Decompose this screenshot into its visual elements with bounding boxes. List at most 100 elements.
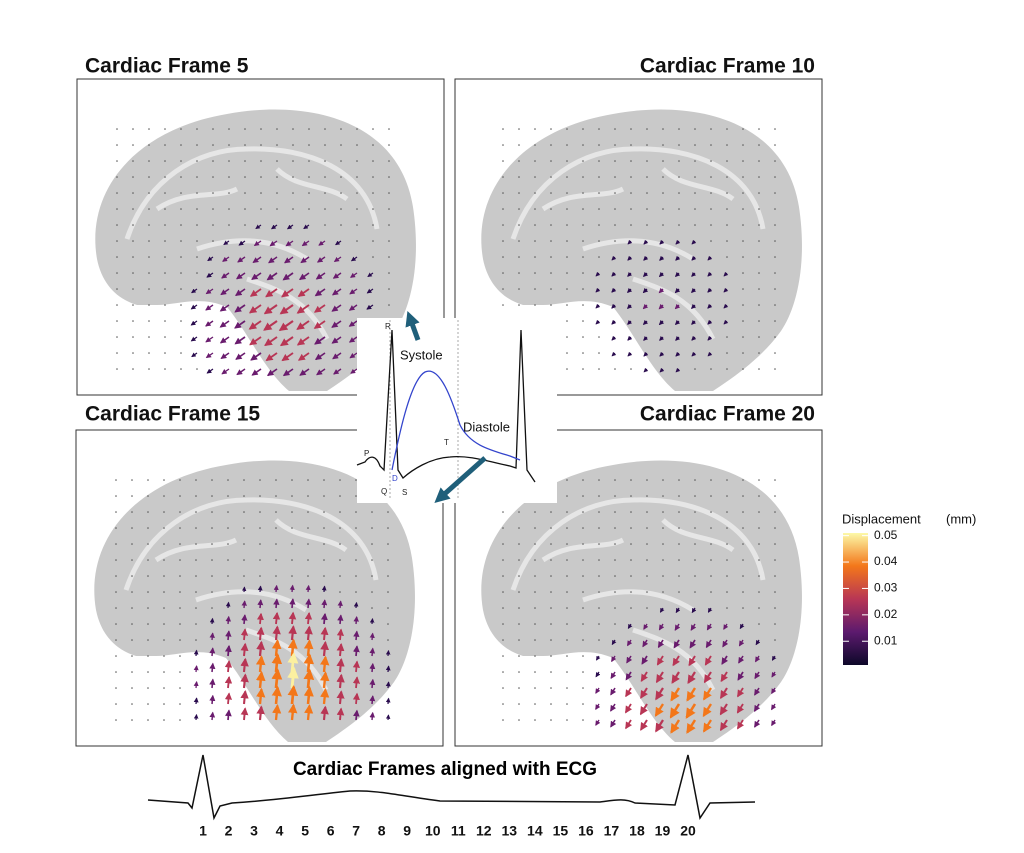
vector-dot bbox=[502, 607, 504, 609]
vector-dot bbox=[163, 687, 165, 689]
vector-arrow bbox=[627, 239, 633, 245]
vector-dot bbox=[324, 208, 326, 210]
vector-arrow bbox=[610, 719, 617, 728]
vector-dot bbox=[614, 575, 616, 577]
vector-dot bbox=[195, 575, 197, 577]
vector-dot bbox=[742, 128, 744, 130]
vector-dot bbox=[132, 288, 134, 290]
vector-dot bbox=[180, 288, 182, 290]
vector-arrow bbox=[369, 617, 375, 625]
vector-dot bbox=[598, 256, 600, 258]
vector-dot bbox=[388, 128, 390, 130]
vector-dot bbox=[518, 272, 520, 274]
vector-arrow bbox=[316, 256, 326, 263]
vector-arrow bbox=[224, 692, 233, 705]
vector-arrow bbox=[673, 639, 681, 649]
vector-dot bbox=[566, 671, 568, 673]
vector-dot bbox=[614, 623, 616, 625]
vector-dot bbox=[694, 160, 696, 162]
vector-dot bbox=[502, 240, 504, 242]
vector-dot bbox=[502, 160, 504, 162]
vector-arrow bbox=[205, 352, 214, 359]
vector-dot bbox=[662, 208, 664, 210]
vector-dot bbox=[180, 304, 182, 306]
vector-dot bbox=[534, 224, 536, 226]
vector-arrow bbox=[336, 642, 345, 657]
vector-arrow bbox=[385, 714, 391, 721]
vector-dot bbox=[614, 543, 616, 545]
vector-arrow bbox=[353, 709, 360, 721]
vector-dot bbox=[115, 607, 117, 609]
vector-arrow bbox=[240, 642, 249, 657]
vector-dot bbox=[387, 591, 389, 593]
vector-dot bbox=[630, 559, 632, 561]
vector-dot bbox=[582, 224, 584, 226]
vector-dot bbox=[534, 192, 536, 194]
vector-dot bbox=[388, 240, 390, 242]
vector-dot bbox=[582, 591, 584, 593]
vector-dot bbox=[244, 224, 246, 226]
vector-arrow bbox=[248, 304, 262, 314]
vector-arrow bbox=[331, 304, 342, 312]
vector-arrow bbox=[674, 319, 681, 326]
vector-dot bbox=[195, 607, 197, 609]
vector-arrow bbox=[193, 649, 199, 657]
vector-dot bbox=[324, 144, 326, 146]
vector-dot bbox=[598, 128, 600, 130]
vector-dot bbox=[147, 623, 149, 625]
vector-arrow bbox=[719, 703, 728, 716]
vector-dot bbox=[276, 128, 278, 130]
vector-arrow bbox=[321, 585, 327, 593]
vector-dot bbox=[292, 208, 294, 210]
vector-dot bbox=[196, 192, 198, 194]
vector-dot bbox=[758, 543, 760, 545]
vector-dot bbox=[148, 320, 150, 322]
vector-dot bbox=[323, 559, 325, 561]
vector-dot bbox=[116, 352, 118, 354]
vector-dot bbox=[758, 160, 760, 162]
vector-arrow bbox=[736, 687, 745, 698]
brain bbox=[95, 109, 416, 391]
vector-arrow bbox=[221, 272, 230, 279]
vector-dot bbox=[614, 176, 616, 178]
vector-dot bbox=[164, 208, 166, 210]
vector-arrow bbox=[353, 645, 360, 657]
vector-dot bbox=[774, 511, 776, 513]
vector-arrow bbox=[641, 655, 649, 665]
vector-dot bbox=[339, 543, 341, 545]
vector-dot bbox=[291, 575, 293, 577]
vector-dot bbox=[550, 240, 552, 242]
vector-dot bbox=[211, 575, 213, 577]
vector-dot bbox=[132, 336, 134, 338]
vector-dot bbox=[132, 256, 134, 258]
vector-dot bbox=[566, 192, 568, 194]
vector-dot bbox=[582, 240, 584, 242]
vector-arrow bbox=[237, 256, 246, 263]
vector-dot bbox=[163, 719, 165, 721]
vector-dot bbox=[180, 336, 182, 338]
vector-dot bbox=[694, 511, 696, 513]
vector-arrow bbox=[707, 271, 713, 277]
vector-dot bbox=[662, 559, 664, 561]
vector-dot bbox=[164, 272, 166, 274]
vector-dot bbox=[598, 543, 600, 545]
vector-dot bbox=[550, 272, 552, 274]
vector-arrow bbox=[753, 703, 761, 712]
vector-arrow bbox=[625, 719, 633, 730]
vector-dot bbox=[742, 495, 744, 497]
vector-arrow bbox=[366, 288, 374, 294]
vector-dot bbox=[678, 160, 680, 162]
vector-dot bbox=[372, 224, 374, 226]
vector-dot bbox=[550, 655, 552, 657]
vector-dot bbox=[742, 272, 744, 274]
vector-dot bbox=[646, 479, 648, 481]
vector-dot bbox=[646, 208, 648, 210]
vector-arrow bbox=[263, 304, 278, 315]
vector-dot bbox=[646, 495, 648, 497]
vector-arrow bbox=[688, 655, 696, 667]
vector-dot bbox=[275, 575, 277, 577]
vector-dot bbox=[148, 288, 150, 290]
vector-dot bbox=[662, 543, 664, 545]
vector-arrow bbox=[721, 655, 729, 665]
vector-dot bbox=[339, 527, 341, 529]
